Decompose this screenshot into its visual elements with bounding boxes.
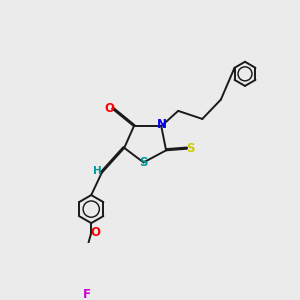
Text: S: S [139,156,148,169]
Text: N: N [157,118,167,131]
Text: F: F [82,288,90,300]
Text: S: S [186,142,194,155]
Text: O: O [91,226,100,239]
Text: H: H [93,167,102,176]
Text: O: O [104,102,114,115]
